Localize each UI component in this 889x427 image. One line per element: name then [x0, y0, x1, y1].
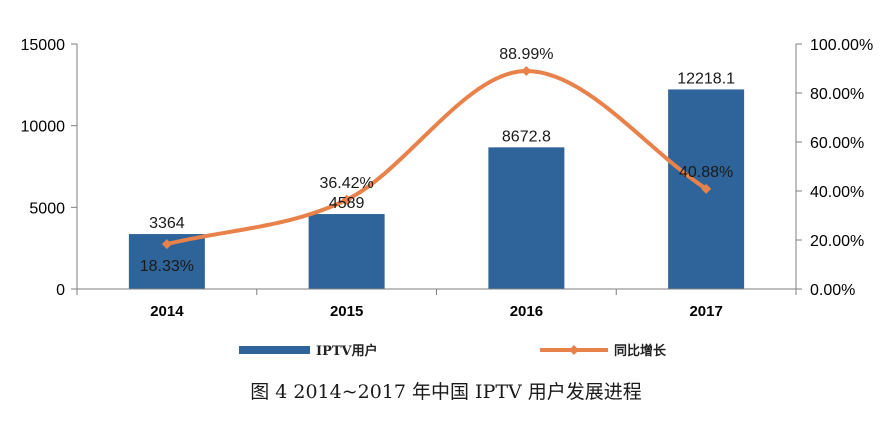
left-y-axis: 0 5000 10000 15000 — [21, 37, 78, 299]
bar-series — [128, 89, 745, 289]
bar-2015 — [308, 214, 385, 289]
legend-label-yoy-growth: 同比增长 — [614, 343, 667, 359]
x-axis-tick-label: 2015 — [330, 303, 363, 320]
x-axis-tick-label: 2017 — [689, 303, 722, 320]
yoy-growth-line — [164, 68, 709, 247]
yoy-growth-marker-2016 — [521, 65, 532, 76]
bar-value-label: 12218.1 — [677, 70, 735, 87]
yoy-growth-marker-2015 — [341, 194, 352, 205]
bar-value-label: 4589 — [329, 195, 365, 212]
right-y-axis: 0.00% 20.00% 40.00% 60.00% 80.00% 100.00% — [795, 37, 873, 299]
legend-label-iptv-users: IPTV用户 — [316, 343, 378, 359]
right-axis-tick-label: 60.00% — [810, 135, 864, 152]
right-axis-tick-label: 20.00% — [810, 233, 864, 250]
left-axis-tick-label: 10000 — [21, 119, 66, 136]
line-value-label: 18.33% — [140, 258, 194, 275]
bar-value-label: 8672.8 — [502, 128, 551, 145]
left-axis-tick-label: 15000 — [21, 37, 66, 54]
right-axis-tick-label: 40.00% — [810, 184, 864, 201]
line-value-label: 88.99% — [499, 46, 553, 63]
left-axis-tick-label: 0 — [56, 282, 65, 299]
bar-2016 — [488, 147, 565, 289]
left-axis-tick-label: 5000 — [29, 200, 65, 217]
data-labels: 3364 4589 8672.8 12218.1 18.33% 36.42% 88.99% 4… — [140, 46, 735, 275]
x-axis: 2014 2015 2016 2017 — [76, 288, 797, 320]
right-axis-tick-label: 100.00% — [810, 37, 873, 54]
figure-caption: 图 4 2014~2017 年中国 IPTV 用户发展进程 — [250, 381, 642, 403]
right-axis-tick-label: 0.00% — [810, 282, 855, 299]
right-axis-tick-label: 80.00% — [810, 86, 864, 103]
x-axis-tick-label: 2016 — [510, 303, 543, 320]
yoy-growth-marker-2017 — [701, 183, 712, 194]
line-value-label: 36.42% — [319, 175, 373, 192]
line-series — [161, 65, 712, 250]
bar-value-label: 3364 — [149, 215, 185, 232]
line-value-label: 40.88% — [679, 164, 733, 181]
legend-swatch-iptv-users — [239, 346, 310, 354]
legend-marker-yoy-growth — [569, 345, 579, 355]
yoy-growth-marker-2014 — [161, 239, 172, 250]
x-axis-tick-label: 2014 — [150, 303, 184, 320]
legend: IPTV用户 同比增长 — [239, 343, 667, 359]
